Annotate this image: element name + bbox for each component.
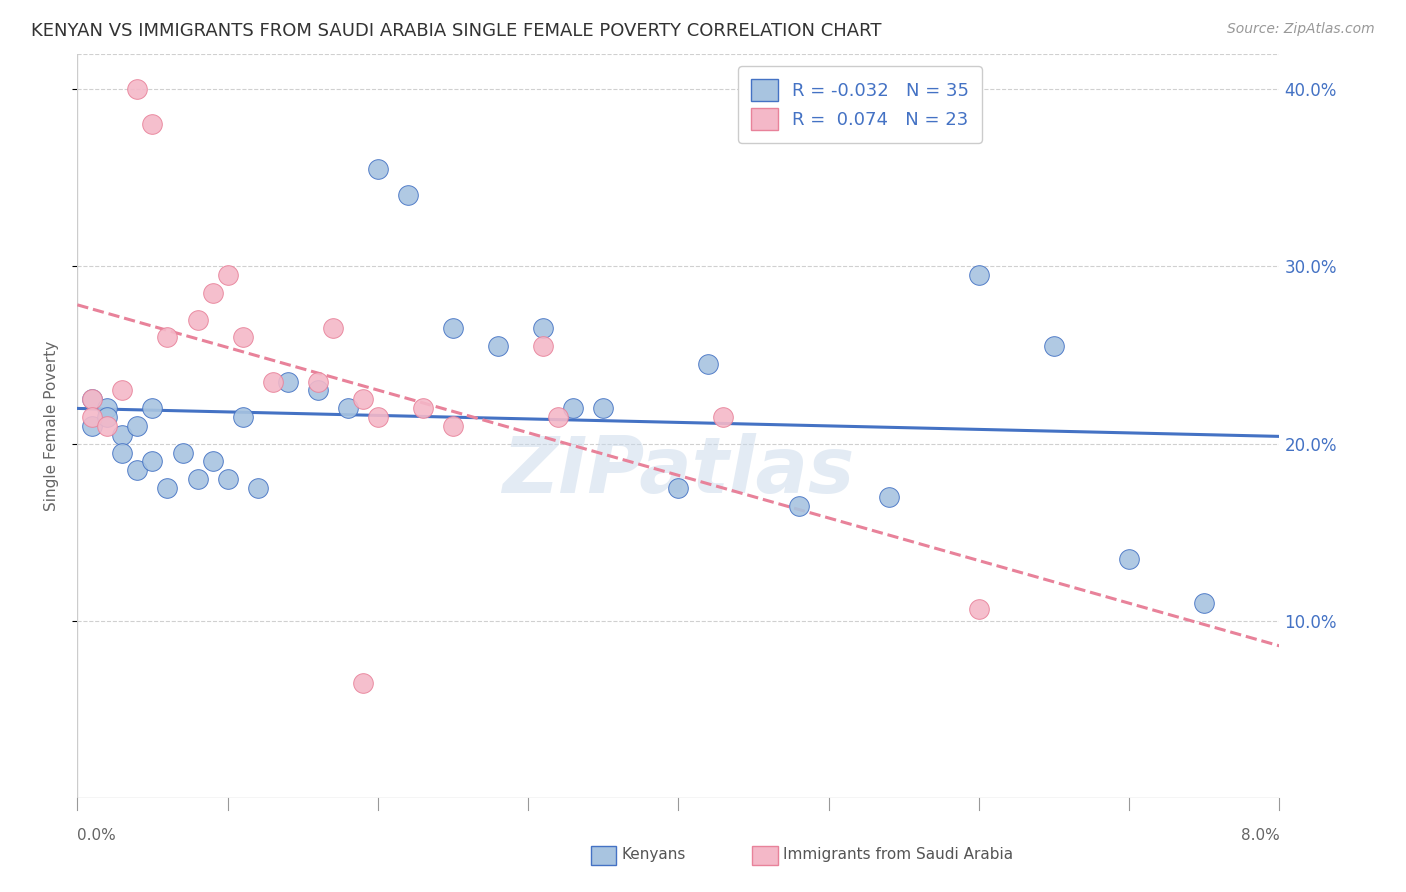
Point xyxy=(562,401,585,416)
Point xyxy=(412,401,434,416)
Point xyxy=(82,419,104,434)
Point xyxy=(531,339,554,353)
Legend: R = -0.032   N = 35, R =  0.074   N = 23: R = -0.032 N = 35, R = 0.074 N = 23 xyxy=(738,66,981,143)
Point xyxy=(967,268,990,283)
Point xyxy=(592,401,614,416)
Y-axis label: Single Female Poverty: Single Female Poverty xyxy=(44,341,59,511)
Point xyxy=(668,481,690,495)
Point xyxy=(547,410,569,425)
Point xyxy=(111,427,134,442)
Point xyxy=(877,490,900,504)
Point xyxy=(127,463,149,477)
Point xyxy=(82,410,104,425)
Point xyxy=(1043,339,1066,353)
Point xyxy=(307,384,329,398)
Text: 8.0%: 8.0% xyxy=(1240,828,1279,843)
Point xyxy=(531,321,554,335)
Point xyxy=(127,419,149,434)
Point xyxy=(367,161,389,176)
Point xyxy=(367,410,389,425)
Point xyxy=(352,392,374,407)
Point xyxy=(336,401,359,416)
Text: Immigrants from Saudi Arabia: Immigrants from Saudi Arabia xyxy=(783,847,1014,862)
Point xyxy=(217,268,239,283)
Point xyxy=(127,82,149,96)
Point xyxy=(141,454,163,468)
Point xyxy=(246,481,269,495)
Point xyxy=(1118,552,1140,566)
Point xyxy=(96,419,118,434)
Point xyxy=(967,601,990,615)
Text: Kenyans: Kenyans xyxy=(621,847,686,862)
Point xyxy=(96,410,118,425)
Point xyxy=(111,445,134,459)
Point xyxy=(441,321,464,335)
Text: KENYAN VS IMMIGRANTS FROM SAUDI ARABIA SINGLE FEMALE POVERTY CORRELATION CHART: KENYAN VS IMMIGRANTS FROM SAUDI ARABIA S… xyxy=(31,22,882,40)
Point xyxy=(232,330,254,344)
Point xyxy=(187,472,209,486)
Point xyxy=(713,410,735,425)
Point xyxy=(187,312,209,326)
Point xyxy=(697,357,720,371)
Point xyxy=(217,472,239,486)
Point xyxy=(232,410,254,425)
Text: Source: ZipAtlas.com: Source: ZipAtlas.com xyxy=(1227,22,1375,37)
Point xyxy=(262,375,284,389)
Text: ZIPatlas: ZIPatlas xyxy=(502,433,855,508)
Point xyxy=(201,454,224,468)
Point xyxy=(82,392,104,407)
Point xyxy=(322,321,344,335)
Point xyxy=(486,339,509,353)
Point xyxy=(787,499,810,513)
Point xyxy=(1194,596,1216,610)
Point xyxy=(141,401,163,416)
Text: 0.0%: 0.0% xyxy=(77,828,117,843)
Point xyxy=(156,330,179,344)
Point xyxy=(396,188,419,202)
Point xyxy=(96,401,118,416)
Point xyxy=(156,481,179,495)
Point xyxy=(172,445,194,459)
Point xyxy=(111,384,134,398)
Point xyxy=(277,375,299,389)
Point xyxy=(201,285,224,300)
Point xyxy=(82,392,104,407)
Point xyxy=(141,118,163,132)
Point xyxy=(441,419,464,434)
Point xyxy=(352,676,374,690)
Point xyxy=(307,375,329,389)
